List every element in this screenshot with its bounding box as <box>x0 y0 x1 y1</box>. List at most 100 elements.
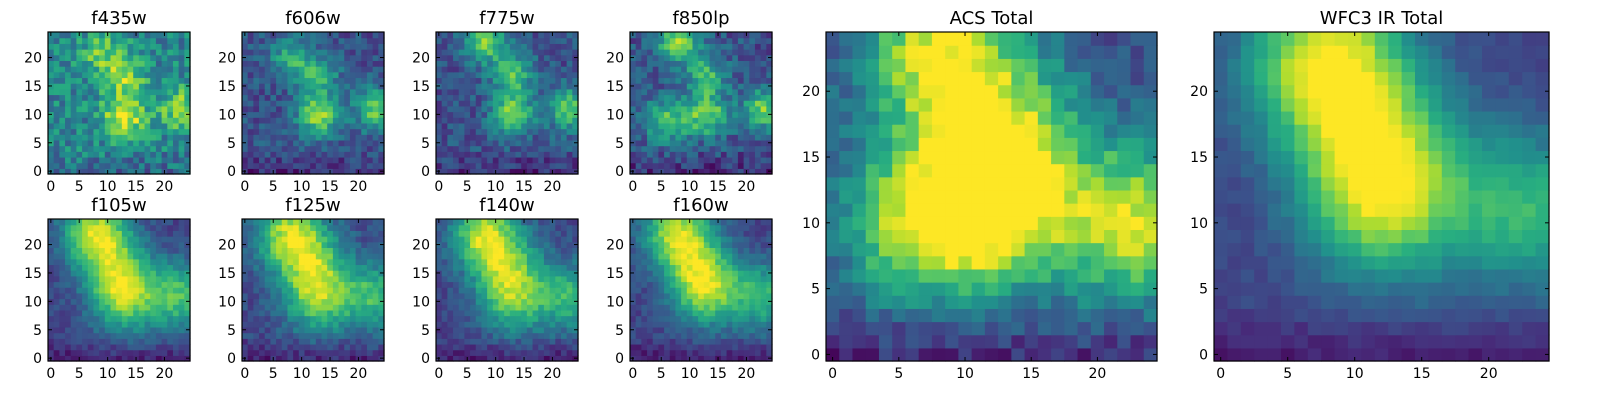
heatmap-cell <box>184 309 191 317</box>
heatmap-cell <box>549 162 556 169</box>
heatmap-cell <box>641 338 648 345</box>
heatmap-cell <box>664 122 671 130</box>
heatmap-cell <box>144 230 151 237</box>
heatmap-cell <box>766 338 773 345</box>
heatmap-cell <box>76 117 83 124</box>
heatmap-cell <box>104 292 112 300</box>
heatmap-cell <box>630 349 637 356</box>
heatmap-cell <box>458 275 465 283</box>
heatmap-cell <box>76 105 83 113</box>
heatmap-cell <box>630 309 637 317</box>
heatmap-cell <box>48 43 55 50</box>
heatmap-cell <box>538 77 545 84</box>
heatmap-cell <box>766 88 773 96</box>
heatmap-cell <box>492 309 500 317</box>
heatmap-cell <box>509 54 517 61</box>
heatmap-cell <box>658 105 665 113</box>
heatmap-cell <box>70 111 77 118</box>
heatmap-cell <box>521 275 528 283</box>
heatmap-cell <box>247 292 254 300</box>
heatmap-cell <box>53 111 60 118</box>
heatmap-cell <box>155 236 163 243</box>
heatmap-cell <box>338 338 345 345</box>
heatmap-cell <box>509 349 517 356</box>
heatmap-cell <box>76 77 83 84</box>
heatmap-cell <box>526 281 534 288</box>
heatmap-cell <box>441 224 448 231</box>
heatmap-cell <box>87 49 95 56</box>
heatmap-cell <box>709 105 716 113</box>
heatmap-cell <box>630 332 637 339</box>
heatmap-cell <box>355 77 362 84</box>
x-tick-label: 15 <box>321 179 339 195</box>
heatmap-cell <box>349 275 357 283</box>
heatmap-cell <box>293 321 300 328</box>
heatmap-cell <box>133 321 140 328</box>
heatmap-cell <box>630 94 637 101</box>
heatmap-cell <box>686 117 694 124</box>
heatmap-cell <box>310 77 317 84</box>
heatmap-cell <box>521 145 528 152</box>
heatmap-cell <box>470 315 477 322</box>
heatmap-cell <box>144 219 151 226</box>
heatmap-cell <box>127 100 134 107</box>
heatmap-cell <box>664 139 671 147</box>
heatmap-cell <box>543 275 551 283</box>
heatmap-cell <box>749 77 756 84</box>
heatmap-cell <box>298 145 306 152</box>
heatmap-cell <box>630 145 637 152</box>
heatmap-cell <box>150 156 157 164</box>
heatmap-cell <box>281 230 289 237</box>
heatmap-cell <box>470 281 477 288</box>
heatmap-cell <box>555 253 562 260</box>
heatmap-cell <box>515 332 522 339</box>
heatmap-cell <box>144 162 151 169</box>
heatmap-cell <box>144 139 151 147</box>
heatmap-cell <box>549 37 556 44</box>
heatmap-cell <box>366 88 374 96</box>
heatmap-cell <box>247 224 254 231</box>
heatmap-cell <box>492 236 500 243</box>
heatmap-cell <box>754 83 762 90</box>
heatmap-cell <box>720 292 728 300</box>
heatmap-cell <box>366 219 374 226</box>
heatmap-cell <box>743 122 750 130</box>
heatmap-cell <box>259 156 266 164</box>
heatmap-cell <box>470 332 477 339</box>
heatmap-cell <box>692 54 699 61</box>
heatmap-cell <box>247 270 254 277</box>
heatmap-cell <box>276 292 283 300</box>
heatmap-cell <box>304 105 311 113</box>
heatmap-cell <box>361 298 368 305</box>
heatmap-cell <box>436 145 443 152</box>
heatmap-cell <box>766 66 773 73</box>
heatmap-cell <box>749 122 756 130</box>
heatmap-cell <box>726 145 733 152</box>
heatmap-cell <box>247 258 254 266</box>
heatmap-cell <box>48 128 55 135</box>
heatmap-cell <box>138 326 146 334</box>
heatmap-cell <box>549 304 556 311</box>
heatmap-cell <box>538 247 545 254</box>
heatmap-cell <box>87 145 95 152</box>
heatmap-cell <box>327 304 334 311</box>
heatmap-cell <box>743 88 750 96</box>
heatmap-cell <box>366 332 374 339</box>
heatmap-cell <box>664 100 671 107</box>
heatmap-cell <box>458 66 465 73</box>
heatmap-cell <box>686 281 694 288</box>
heatmap-cell <box>349 105 357 113</box>
heatmap-cell <box>253 224 260 231</box>
heatmap-cell <box>121 60 129 67</box>
heatmap-cell <box>138 224 146 231</box>
heatmap-cell <box>681 139 688 147</box>
heatmap-cell <box>184 88 191 96</box>
heatmap-cell <box>760 304 767 311</box>
heatmap-cell <box>555 355 562 362</box>
heatmap-cell <box>127 264 134 271</box>
heatmap-cell <box>70 32 77 39</box>
heatmap-cell <box>378 343 385 351</box>
heatmap-cell <box>538 298 545 305</box>
heatmap-cell <box>378 315 385 322</box>
heatmap-cell <box>441 60 448 67</box>
